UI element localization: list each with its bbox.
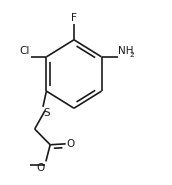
Text: O: O bbox=[67, 139, 75, 149]
Text: O: O bbox=[36, 163, 44, 173]
Text: F: F bbox=[71, 14, 77, 23]
Text: Cl: Cl bbox=[20, 46, 30, 56]
Text: S: S bbox=[44, 108, 50, 118]
Text: 2: 2 bbox=[129, 52, 134, 58]
Text: NH: NH bbox=[118, 46, 134, 56]
